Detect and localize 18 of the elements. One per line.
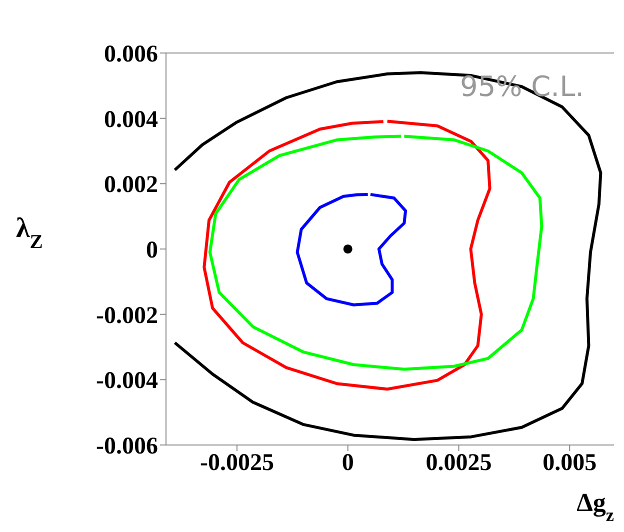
x-tick-label: 0 [342,450,354,476]
y-tick-label: 0.004 [104,106,158,133]
line-series [202,120,492,391]
line-series [208,134,544,371]
y-tick-label: 0.002 [104,172,158,198]
x-tick-label: -0.0025 [200,450,274,476]
annotation: 95% C.L. [460,70,584,103]
line-series [173,71,602,441]
y-tick-label: -0.002 [96,302,158,329]
y-axis-title: λ$_{Z}$ [16,213,43,253]
y-tick-label: -0.004 [96,368,158,394]
x-tick-label: 0.005 [542,450,597,476]
x-tick-label: 0.0025 [426,450,492,476]
y-tick-label: 0.006 [104,42,158,68]
y-tick-label: 0 [146,238,158,264]
y-tick-label: -0.006 [96,434,158,460]
x-axis-title: Δg$_{z}$ [576,488,614,525]
line-series [296,192,408,306]
